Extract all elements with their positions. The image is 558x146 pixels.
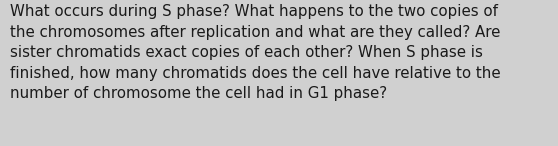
Text: What occurs during S phase? What happens to the two copies of
the chromosomes af: What occurs during S phase? What happens… xyxy=(10,4,501,101)
